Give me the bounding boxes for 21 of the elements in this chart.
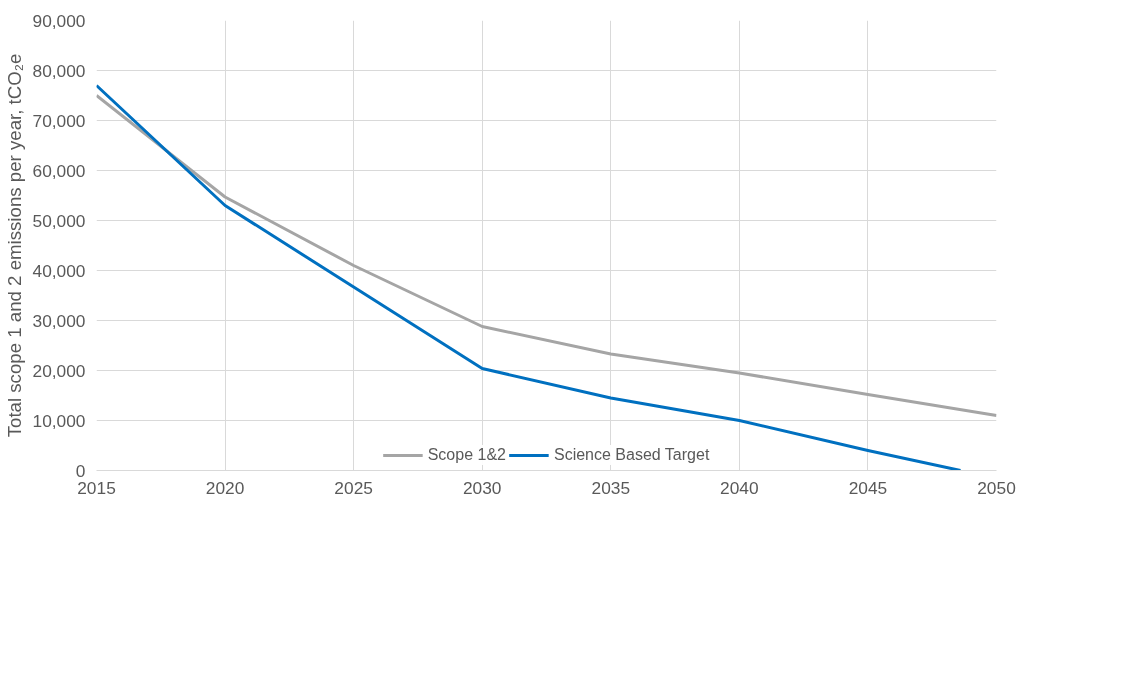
y-tick-label: 20,000 <box>32 360 86 381</box>
y-tick-label: 70,000 <box>32 110 86 131</box>
x-tick-label: 2025 <box>334 477 373 498</box>
y-axis-title: Total scope 1 and 2 emissions per year, tCO₂e <box>3 53 25 438</box>
legend-label: Science Based Target <box>553 446 710 464</box>
x-tick-label: 2045 <box>848 477 888 498</box>
y-tick-label: 30,000 <box>32 310 86 331</box>
y-tick-label: 10,000 <box>32 410 86 431</box>
y-tick-label: 60,000 <box>32 160 86 181</box>
x-tick-label: 2020 <box>205 477 245 498</box>
x-tick-label: 2030 <box>462 477 502 498</box>
y-tick-label: 80,000 <box>32 60 86 81</box>
x-tick-label: 2040 <box>720 477 759 498</box>
legend-label: Scope 1&2 <box>427 446 506 464</box>
line-series <box>96 94 997 417</box>
line-series <box>96 84 962 471</box>
y-tick-label: 40,000 <box>32 260 86 281</box>
y-tick-label: 50,000 <box>32 210 86 231</box>
x-tick-label: 2035 <box>591 477 631 498</box>
x-tick-label: 2050 <box>977 477 1016 498</box>
y-tick-label: 90,000 <box>32 10 86 31</box>
